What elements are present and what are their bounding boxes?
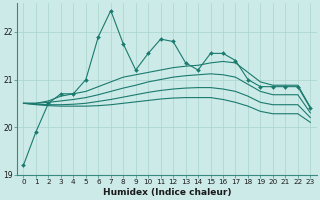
X-axis label: Humidex (Indice chaleur): Humidex (Indice chaleur) bbox=[103, 188, 231, 197]
